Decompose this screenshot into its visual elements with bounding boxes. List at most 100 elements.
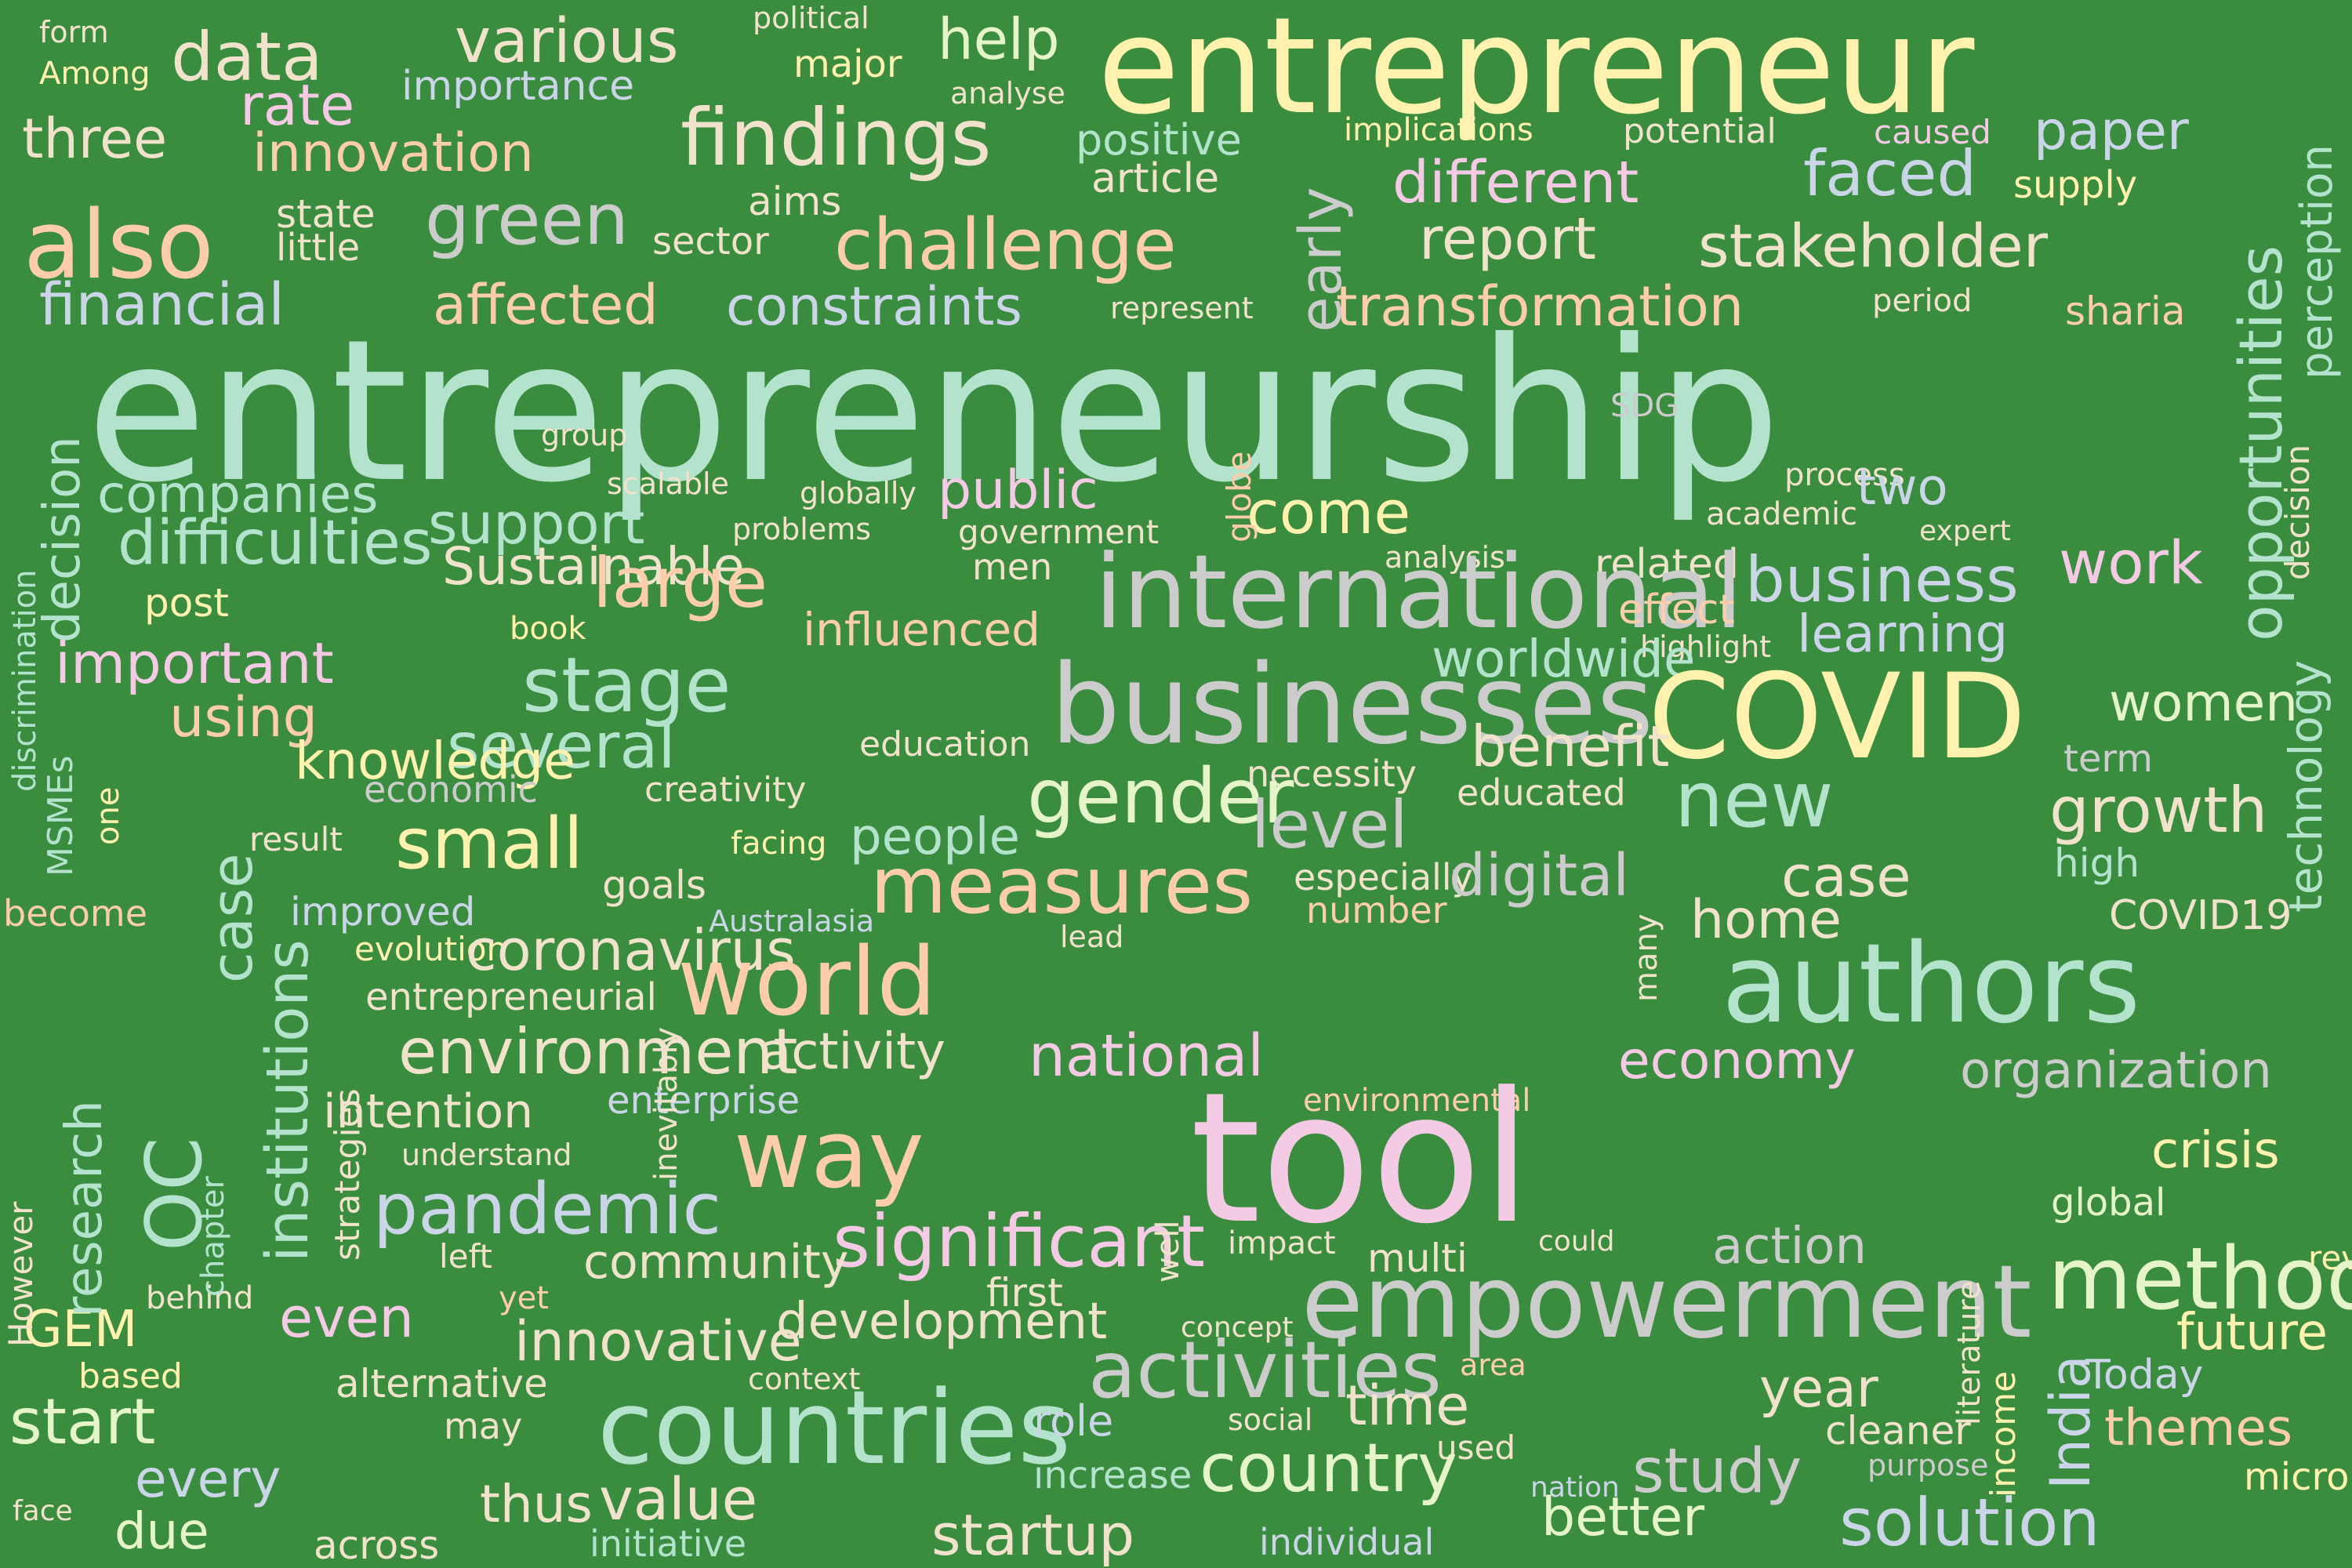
word: business [1745, 543, 2019, 616]
word: government [958, 513, 1160, 551]
word: academic [1706, 496, 1858, 532]
word: area [1460, 1348, 1526, 1382]
word: three [22, 107, 168, 171]
word: study [1632, 1436, 1802, 1507]
word: companies [97, 464, 379, 524]
word: growth [2049, 774, 2268, 847]
word: review [2308, 1239, 2352, 1277]
word: new [1675, 756, 1834, 845]
word: behind [146, 1280, 254, 1316]
word: every [135, 1449, 281, 1509]
word: countries [597, 1368, 1072, 1487]
word: caused [1874, 113, 1991, 151]
word: various [455, 6, 679, 77]
word: evolution [354, 930, 508, 968]
word: using [169, 685, 318, 750]
word: little [276, 226, 361, 270]
word: due [114, 1503, 209, 1561]
word: become [3, 892, 148, 935]
word: challenge [834, 204, 1177, 286]
word: represent [1110, 291, 1254, 325]
word: could [1538, 1225, 1615, 1258]
word: economy [1618, 1030, 1856, 1091]
word: learning [1797, 604, 2009, 664]
word: innovative [514, 1309, 802, 1374]
word: analyse [950, 76, 1065, 111]
word: activities [1088, 1324, 1442, 1416]
word: methodology [2048, 1229, 2352, 1329]
word: thus [480, 1474, 593, 1534]
word: social [1228, 1403, 1313, 1437]
word: COVID19 [2109, 892, 2292, 939]
word: technology [2279, 659, 2332, 913]
word: globe [1220, 451, 1258, 543]
word: global [2051, 1181, 2166, 1225]
word: Today [2085, 1352, 2204, 1399]
word: important [55, 630, 334, 696]
word: case [1781, 844, 1911, 909]
word: authors [1722, 920, 2141, 1048]
word: supply [2013, 163, 2138, 207]
word: individual [1259, 1521, 1435, 1563]
word: start [9, 1385, 156, 1458]
word: environmental [1303, 1083, 1531, 1119]
word: knowledge [295, 731, 575, 791]
word: themes [2104, 1399, 2293, 1457]
word: come [1247, 477, 1411, 547]
word: perception [2292, 144, 2343, 379]
word: education [859, 724, 1031, 764]
word: way [734, 1101, 924, 1210]
word: Among [39, 56, 151, 92]
word: GEM [24, 1301, 138, 1359]
word: significant [833, 1200, 1206, 1283]
word: across [314, 1523, 440, 1568]
word: implications [1344, 112, 1534, 148]
word: activity [760, 1023, 946, 1081]
word: highlight [1640, 630, 1772, 664]
word: solution [1839, 1484, 2100, 1561]
word: intention [323, 1084, 534, 1139]
word: opportunities [2226, 245, 2296, 641]
word: article [1091, 155, 1220, 202]
word: understand [401, 1138, 572, 1172]
word: facing [731, 826, 827, 862]
word: context [748, 1362, 861, 1396]
word: tool [1190, 1054, 1532, 1264]
word: multi [1367, 1236, 1468, 1281]
word: post [144, 580, 229, 626]
word: measures [870, 840, 1254, 931]
word: sharia [2065, 289, 2186, 334]
word: men [972, 546, 1053, 588]
word: used [1436, 1428, 1516, 1467]
word: sector [652, 220, 769, 263]
word: major [793, 42, 902, 86]
word: also [24, 191, 214, 300]
word: even [279, 1286, 414, 1350]
word: India [2038, 1355, 2103, 1490]
word: state [276, 191, 376, 237]
word: micro [2244, 1455, 2350, 1499]
word: high [2054, 840, 2140, 886]
word: stakeholder [1698, 211, 2049, 281]
word: organization [1960, 1042, 2272, 1100]
word: book [510, 611, 586, 647]
word: influenced [803, 603, 1040, 656]
word: worldwide [1432, 629, 1696, 689]
word: work [2059, 528, 2203, 597]
word: institutions [254, 939, 321, 1262]
word: decision [34, 436, 92, 643]
word: analysis [1385, 540, 1505, 575]
word: political [753, 1, 869, 35]
word: pandemic [373, 1168, 721, 1250]
word: necessity [1247, 753, 1417, 795]
word: stage [522, 641, 731, 729]
word: However [2, 1201, 40, 1347]
word: inevitably [648, 1026, 684, 1181]
word: case [199, 853, 265, 983]
word: faced [1803, 137, 1977, 210]
word: community [583, 1235, 849, 1290]
word: data [171, 18, 323, 96]
word: year [1759, 1358, 1878, 1420]
word: effect [1618, 586, 1735, 633]
word: COVID [1648, 649, 2027, 786]
